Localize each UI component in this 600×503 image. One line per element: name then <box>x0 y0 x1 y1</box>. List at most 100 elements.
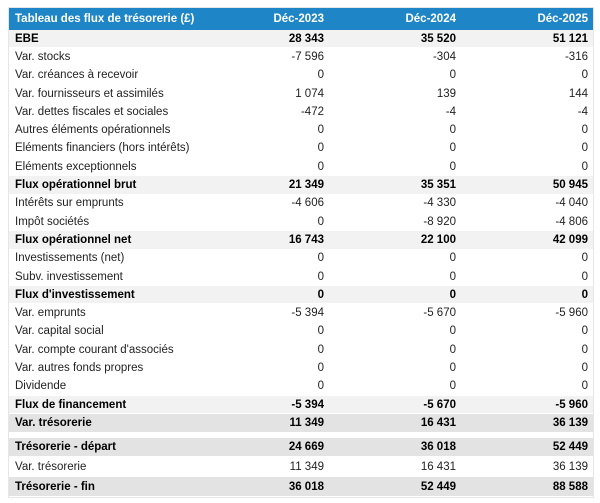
row-value-y2: 0 <box>449 160 456 173</box>
row-value-y1: 21 349 <box>288 179 324 192</box>
row-label: Trésorerie - départ <box>15 440 116 453</box>
row-value-y1: 16 743 <box>288 233 324 246</box>
row-value-y1: 0 <box>317 215 324 228</box>
table-row: Var. fournisseurs et assimilés 1 074 139… <box>9 84 593 104</box>
table-row: Var. emprunts -5 394 -5 670 -5 960 <box>9 304 593 323</box>
row-label: Var. capital social <box>15 325 104 338</box>
row-label: Var. trésorerie <box>15 416 92 429</box>
row-value-y1: 0 <box>317 380 324 393</box>
column-header-dec-2025: Déc-2025 <box>537 13 588 25</box>
row-value-y3: 88 588 <box>552 480 588 493</box>
row-label: Flux opérationnel brut <box>15 179 137 192</box>
row-value-y2: 0 <box>449 142 456 155</box>
row-value-y2: 35 520 <box>420 32 456 45</box>
row-label: Var. autres fonds propres <box>15 361 144 374</box>
table-title: Tableau des flux de trésorerie (£) <box>15 13 195 25</box>
row-value-y3: 0 <box>581 343 588 356</box>
row-value-y3: 0 <box>581 252 588 265</box>
row-value-y1: 11 349 <box>289 460 324 473</box>
row-label: Dividende <box>15 380 67 393</box>
row-label: EBE <box>15 32 39 45</box>
row-value-y3: 0 <box>581 160 588 173</box>
table-row: Flux d'investissement 0 0 0 <box>9 286 593 305</box>
row-label: Eléments financiers (hors intérêts) <box>15 142 190 155</box>
row-value-y2: -4 330 <box>423 197 456 210</box>
row-value-y3: 0 <box>581 288 588 301</box>
row-value-y1: -4 606 <box>291 197 324 210</box>
row-value-y2: 0 <box>449 124 456 137</box>
row-value-y3: 52 449 <box>552 440 588 453</box>
row-value-y1: 0 <box>317 343 324 356</box>
table-row: Flux de financement -5 394 -5 670 -5 960 <box>9 395 593 415</box>
row-value-y3: 51 121 <box>552 32 588 45</box>
row-value-y1: 0 <box>317 252 324 265</box>
row-value-y1: 0 <box>317 361 324 374</box>
row-label: Subv. investissement <box>15 270 123 283</box>
table-row: Dividende 0 0 0 <box>9 377 593 396</box>
table-row: Var. créances à recevoir 0 0 0 <box>9 66 593 85</box>
row-value-y1: 0 <box>317 124 324 137</box>
row-value-y3: 36 139 <box>552 416 588 429</box>
table-row: Impôt sociétés 0 -8 920 -4 806 <box>9 212 593 232</box>
table-row: Eléments exceptionnels 0 0 0 <box>9 158 593 177</box>
row-label: Flux de financement <box>15 398 127 411</box>
row-value-y2: 22 100 <box>420 233 456 246</box>
row-value-y3: -4 806 <box>555 215 588 228</box>
row-value-y3: 0 <box>581 325 588 338</box>
table-row: Flux opérationnel brut 21 349 35 351 50 … <box>9 176 593 195</box>
row-label: Trésorerie - fin <box>15 480 95 493</box>
table-row: Var. stocks -7 596 -304 -316 <box>9 48 593 67</box>
row-value-y3: 0 <box>581 270 588 283</box>
table-row: Var. compte courant d'associés 0 0 0 <box>9 341 593 360</box>
row-value-y1: 11 349 <box>289 416 324 429</box>
row-value-y1: 36 018 <box>288 480 324 493</box>
table-row: Var. autres fonds propres 0 0 0 <box>9 359 593 378</box>
row-value-y3: 0 <box>581 361 588 374</box>
row-value-y2: 0 <box>449 69 456 82</box>
row-value-y1: 24 669 <box>288 440 324 453</box>
row-label: Impôt sociétés <box>15 215 90 228</box>
row-value-y3: -5 960 <box>555 307 588 320</box>
row-value-y1: 1 074 <box>295 87 324 100</box>
row-value-y3: 144 <box>568 87 588 100</box>
table-row: Investissements (net) 0 0 0 <box>9 249 593 268</box>
row-value-y2: 139 <box>436 87 456 100</box>
row-value-y2: 0 <box>449 252 456 265</box>
row-value-y1: 28 343 <box>288 32 324 45</box>
row-value-y3: 50 945 <box>552 179 588 192</box>
row-value-y1: -472 <box>300 105 324 118</box>
row-label: Var. créances à recevoir <box>15 69 139 82</box>
row-value-y3: -5 960 <box>555 398 588 411</box>
row-value-y2: 0 <box>449 270 456 283</box>
column-header-dec-2024: Déc-2024 <box>405 13 456 25</box>
row-value-y1: 0 <box>317 160 324 173</box>
row-value-y2: 0 <box>449 288 456 301</box>
table-row: Autres éléments opérationnels 0 0 0 <box>9 121 593 140</box>
row-label: Autres éléments opérationnels <box>15 124 171 137</box>
row-value-y1: 0 <box>317 325 324 338</box>
row-value-y3: 0 <box>581 69 588 82</box>
table-body: EBE 28 343 35 520 51 121 Var. stocks -7 … <box>9 30 593 497</box>
row-value-y2: 36 018 <box>420 440 456 453</box>
row-value-y3: -316 <box>564 50 588 63</box>
row-value-y2: 0 <box>449 343 456 356</box>
table-row: Var. trésorerie 11 349 16 431 36 139 <box>9 457 593 478</box>
row-value-y2: -5 670 <box>423 307 456 320</box>
row-label: Var. dettes fiscales et sociales <box>15 105 169 118</box>
row-value-y2: -5 670 <box>423 398 456 411</box>
row-label: Var. fournisseurs et assimilés <box>15 87 164 100</box>
cash-flow-table: Tableau des flux de trésorerie (£) Déc-2… <box>8 7 594 498</box>
row-label: Eléments exceptionnels <box>15 160 137 173</box>
row-label: Flux d'investissement <box>15 288 135 301</box>
row-label: Var. emprunts <box>15 307 86 320</box>
row-value-y3: -4 040 <box>555 197 588 210</box>
row-value-y1: 0 <box>317 270 324 283</box>
row-value-y3: 36 139 <box>552 460 588 473</box>
row-label: Var. trésorerie <box>15 460 87 473</box>
column-header-dec-2023: Déc-2023 <box>273 13 324 25</box>
row-value-y1: 0 <box>317 288 324 301</box>
row-value-y2: 0 <box>449 380 456 393</box>
row-value-y2: 35 351 <box>420 179 456 192</box>
table-row: Var. capital social 0 0 0 <box>9 322 593 342</box>
row-value-y2: -4 <box>445 105 456 118</box>
